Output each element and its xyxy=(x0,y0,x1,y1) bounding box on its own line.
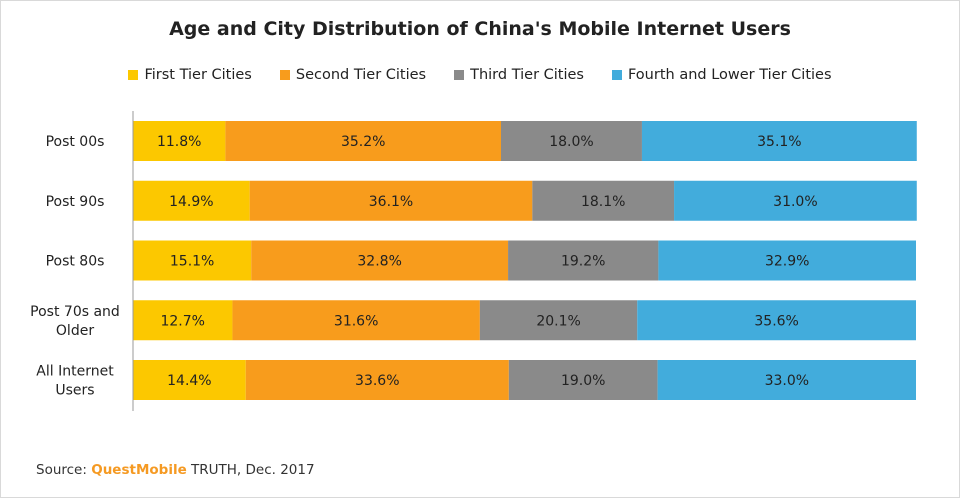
bar-value-label: 20.1% xyxy=(536,313,580,329)
legend-label-third-tier: Third Tier Cities xyxy=(470,67,584,83)
legend-item-first-tier: First Tier Cities xyxy=(128,67,252,83)
bar-segment xyxy=(641,121,917,161)
bar-value-label: 35.6% xyxy=(754,313,798,329)
legend-swatch-second-tier xyxy=(279,70,290,80)
legend-label-second-tier: Second Tier Cities xyxy=(295,67,427,83)
category-label: Post 90s xyxy=(46,194,105,210)
legend-label-first-tier: First Tier Cities xyxy=(144,67,252,83)
bar-segment xyxy=(249,180,533,221)
legend-item-third-tier: Third Tier Cities xyxy=(454,67,584,83)
source-suffix: TRUTH, Dec. 2017 xyxy=(186,462,315,478)
legend-swatch-first-tier xyxy=(128,70,139,80)
bar-value-label: 35.1% xyxy=(757,134,801,150)
category-label: Post 70s and Older xyxy=(30,304,120,339)
bar-segment xyxy=(133,180,250,221)
bar-value-label: 14.4% xyxy=(167,373,211,389)
bar-segment xyxy=(532,180,675,221)
bar-value-label: 12.7% xyxy=(160,313,204,329)
bar-segment xyxy=(133,360,246,400)
bar-value-label: 19.2% xyxy=(561,254,605,270)
chart-title: Age and City Distribution of China's Mob… xyxy=(169,18,791,40)
bar-segment xyxy=(508,360,658,400)
bar-value-label: 14.9% xyxy=(169,194,213,210)
bar-segment xyxy=(245,360,509,400)
bar-value-label: 31.0% xyxy=(773,194,817,210)
bar-segment xyxy=(133,300,233,341)
legend-swatch-third-tier xyxy=(454,70,465,80)
bar-value-label: 33.6% xyxy=(355,373,399,389)
bar-value-label: 11.8% xyxy=(157,134,201,150)
bar-segment xyxy=(658,240,916,281)
bar-segment xyxy=(232,300,480,341)
bar-segment xyxy=(508,240,659,281)
bar-value-label: 31.6% xyxy=(334,313,378,329)
bar-value-label: 19.0% xyxy=(561,373,605,389)
bar-value-label: 15.1% xyxy=(170,254,214,270)
bar-segment xyxy=(637,300,916,341)
category-label: Post 80s xyxy=(46,254,105,270)
source-note: Source: QuestMobile TRUTH, Dec. 2017 xyxy=(36,462,315,478)
bar-segment xyxy=(251,240,509,281)
bar-segment xyxy=(657,360,916,400)
bar-value-label: 35.2% xyxy=(341,134,385,150)
stacked-bar-chart: 11.8% 35.2% 18.0% 35.1% Post 00s 14.9% 36.1% 18… xyxy=(30,111,917,411)
category-label: Post 00s xyxy=(46,134,105,150)
bar-value-label: 32.9% xyxy=(765,254,809,270)
bar-segment xyxy=(501,121,642,161)
bar-segment xyxy=(133,240,252,281)
bar-value-label: 18.1% xyxy=(581,194,625,210)
chart-legend: First Tier Cities Second Tier Cities Thi… xyxy=(0,67,960,83)
bar-value-label: 18.0% xyxy=(549,134,593,150)
category-label: All Internet Users xyxy=(36,364,114,399)
bar-value-label: 32.8% xyxy=(357,254,401,270)
bar-segment xyxy=(133,121,226,161)
bar-value-label: 36.1% xyxy=(369,194,413,210)
legend-swatch-fourth-tier xyxy=(611,70,622,80)
legend-item-second-tier: Second Tier Cities xyxy=(279,67,427,83)
bar-value-label: 33.0% xyxy=(765,373,809,389)
legend-label-fourth-tier: Fourth and Lower Tier Cities xyxy=(627,67,832,83)
legend-item-fourth-tier: Fourth and Lower Tier Cities xyxy=(611,67,832,83)
bar-segment xyxy=(225,121,502,161)
bar-segment xyxy=(674,180,917,221)
source-prefix: Source: xyxy=(36,462,92,478)
source-brand: QuestMobile xyxy=(91,462,187,478)
bar-segment xyxy=(479,300,638,341)
